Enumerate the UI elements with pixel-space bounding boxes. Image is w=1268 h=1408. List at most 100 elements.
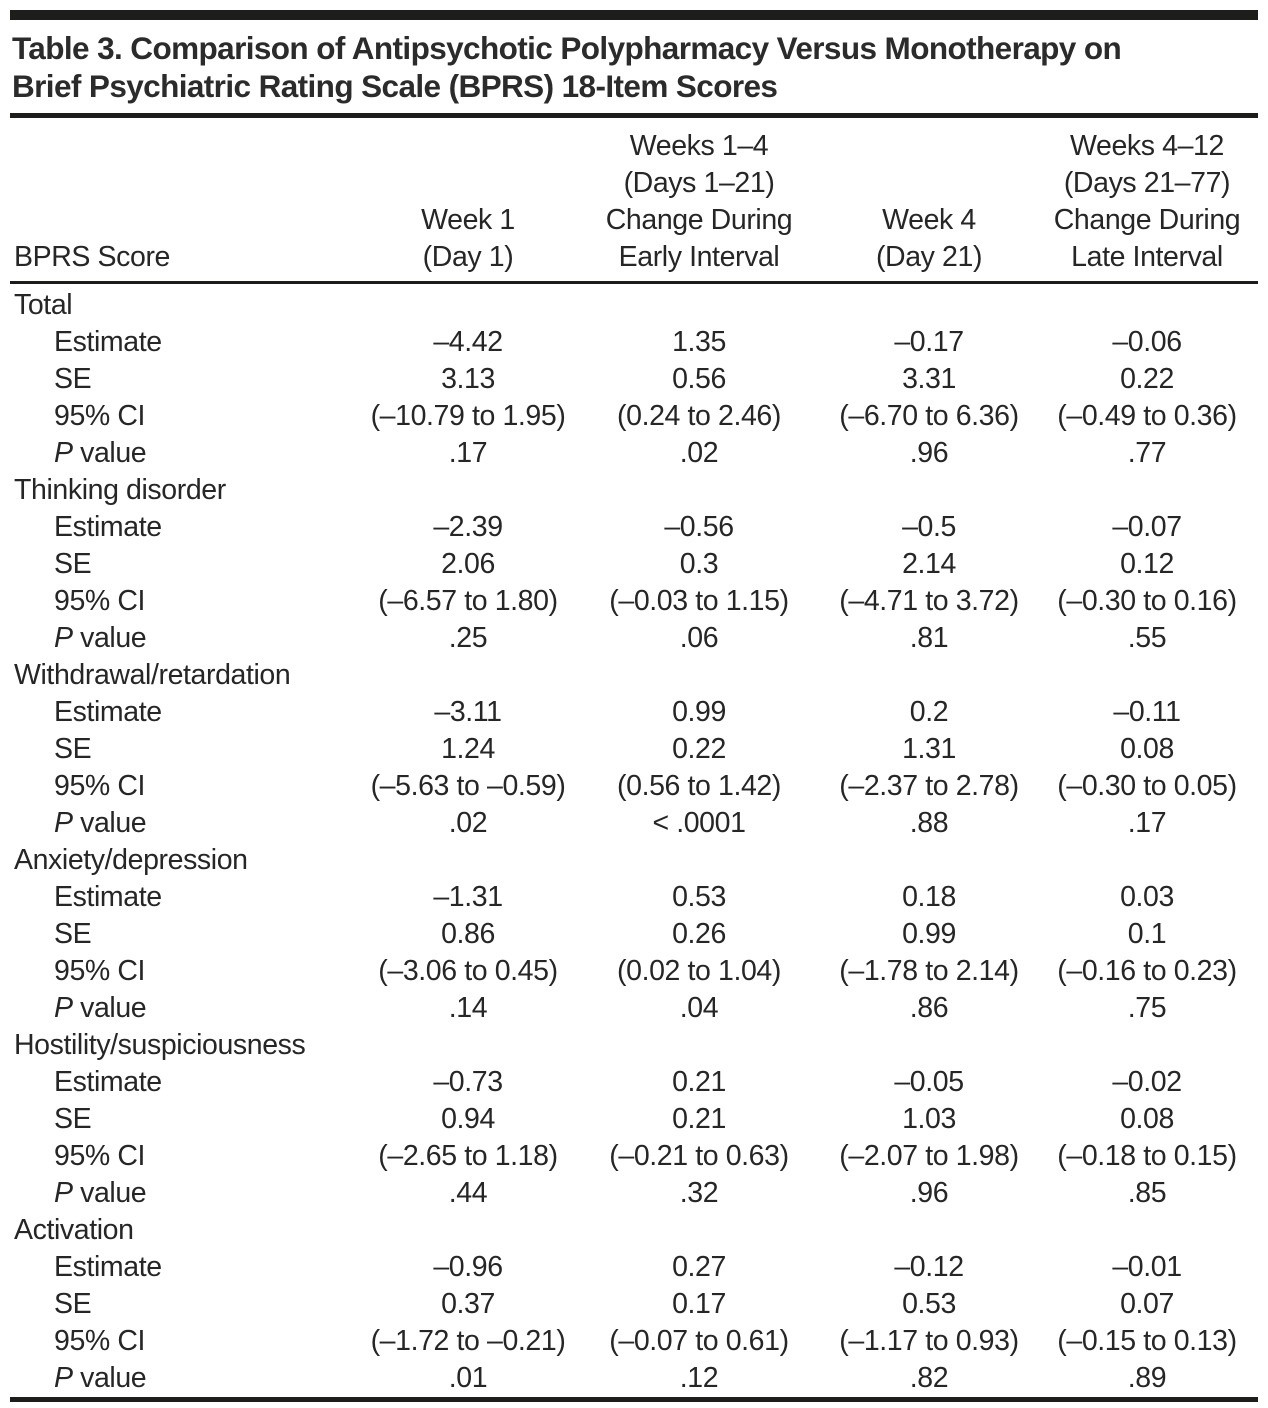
table-cell: .81	[909, 622, 949, 654]
table-row: P value .44 .32 .96 .85	[10, 1175, 1258, 1212]
header-line: (Day 21)	[875, 241, 983, 273]
section-label: Withdrawal/retardation	[14, 659, 291, 691]
table-cell: (0.56 to 1.42)	[617, 770, 781, 802]
table-row: 95% CI (–5.63 to –0.59) (0.56 to 1.42) (–2.…	[10, 768, 1258, 805]
table-cell: 0.94	[441, 1103, 495, 1135]
table-cell: –0.11	[1113, 696, 1181, 728]
row-label: Estimate	[54, 511, 162, 543]
row-label: P value	[54, 807, 147, 839]
table-cell: (–0.18 to 0.15)	[1057, 1140, 1237, 1172]
row-label: Estimate	[54, 1251, 162, 1283]
table-cell: .96	[909, 437, 949, 469]
table-cell: (–2.37 to 2.78)	[839, 770, 1019, 802]
section-label: Activation	[14, 1214, 134, 1246]
table-cell: 2.14	[902, 548, 956, 580]
table-row: P value .02 < .0001 .88 .17	[10, 805, 1258, 842]
section-row: Hostility/suspiciousness	[10, 1027, 1258, 1064]
row-label: P value	[54, 622, 147, 654]
table-cell: –1.31	[433, 881, 503, 913]
section-label: Hostility/suspiciousness	[14, 1029, 306, 1061]
table-cell: 1.24	[441, 733, 495, 765]
section-row: Anxiety/depression	[10, 842, 1258, 879]
table-cell: 0.1	[1127, 918, 1167, 950]
italic-label-part: P	[54, 992, 73, 1024]
bprs-table: BPRS Score Week 1 (Day 1) Weeks 1–4 (Day…	[10, 118, 1258, 1397]
table-cell: 0.56	[672, 363, 726, 395]
table-row: Estimate –0.73 0.21 –0.05 –0.02	[10, 1064, 1258, 1101]
table-cell: –0.73	[433, 1066, 503, 1098]
section-row: Total	[10, 283, 1258, 325]
table-row: 95% CI (–3.06 to 0.45) (0.02 to 1.04) (–1.7…	[10, 953, 1258, 990]
table-cell: .77	[1127, 437, 1167, 469]
table-cell: 0.37	[441, 1288, 495, 1320]
row-label: P value	[54, 437, 147, 469]
table-cell: –0.02	[1112, 1066, 1182, 1098]
table-cell: 0.53	[902, 1288, 956, 1320]
table-cell: .02	[679, 437, 719, 469]
table-cell: 0.99	[672, 696, 726, 728]
section-label: Anxiety/depression	[14, 844, 248, 876]
table-title-line-1: Table 3. Comparison of Antipsychotic Pol…	[12, 30, 1122, 66]
row-label: SE	[54, 363, 92, 395]
table-title-line-2: Brief Psychiatric Rating Scale (BPRS) 18…	[12, 68, 778, 104]
table-cell: 0.08	[1120, 1103, 1174, 1135]
table-cell: .01	[448, 1362, 488, 1394]
table-cell: .14	[448, 992, 488, 1024]
header-line: Week 4	[882, 204, 976, 236]
table-cell: 0.22	[1120, 363, 1174, 395]
row-label: P value	[54, 1362, 147, 1394]
table-row: P value .25 .06 .81 .55	[10, 620, 1258, 657]
section-label: Total	[14, 289, 73, 321]
table-cell: .17	[448, 437, 488, 469]
row-label: Estimate	[54, 696, 162, 728]
table-cell: 3.13	[441, 363, 495, 395]
header-line: Weeks 4–12	[1070, 130, 1224, 162]
title-rule	[10, 113, 1258, 118]
header-row: BPRS Score Week 1 (Day 1) Weeks 1–4 (Day…	[10, 118, 1258, 284]
table-row: 95% CI (–2.65 to 1.18) (–0.21 to 0.63) (–2.…	[10, 1138, 1258, 1175]
italic-label-part: P	[54, 622, 73, 654]
table-cell: (–0.15 to 0.13)	[1057, 1325, 1237, 1357]
header-line: Change During	[605, 204, 793, 236]
table-cell: (–6.57 to 1.80)	[378, 585, 558, 617]
table-cell: .04	[679, 992, 719, 1024]
table-cell: (–1.72 to –0.21)	[370, 1325, 566, 1357]
table-cell: 0.53	[672, 881, 726, 913]
column-header-weeks-4-12: Weeks 4–12 (Days 21–77) Change During La…	[1036, 118, 1258, 284]
table-cell: 0.3	[679, 548, 719, 580]
table-cell: (–5.63 to –0.59)	[370, 770, 566, 802]
italic-label-part: P	[54, 1177, 73, 1209]
table-header: BPRS Score Week 1 (Day 1) Weeks 1–4 (Day…	[10, 118, 1258, 284]
table-cell: < .0001	[652, 807, 746, 839]
table-cell: 3.31	[902, 363, 956, 395]
row-label: SE	[54, 1103, 92, 1135]
table-row: 95% CI (–6.57 to 1.80) (–0.03 to 1.15) (–4.…	[10, 583, 1258, 620]
table-row: P value .17 .02 .96 .77	[10, 435, 1258, 472]
header-line: Change During	[1053, 204, 1241, 236]
table-cell: 0.03	[1120, 881, 1174, 913]
bottom-rule-bar	[10, 1397, 1258, 1402]
table-cell: (–6.70 to 6.36)	[839, 400, 1019, 432]
table-cell: .85	[1127, 1177, 1167, 1209]
table-cell: –3.11	[434, 696, 502, 728]
header-line: (Days 21–77)	[1063, 167, 1231, 199]
table-cell: 0.17	[672, 1288, 726, 1320]
table-cell: .86	[909, 992, 949, 1024]
table-cell: 0.86	[441, 918, 495, 950]
table-cell: –0.06	[1112, 326, 1182, 358]
header-line: (Days 1–21)	[623, 167, 775, 199]
italic-label-part: P	[54, 807, 73, 839]
row-label: SE	[54, 918, 92, 950]
table-cell: 0.21	[672, 1066, 726, 1098]
header-line: Week 1	[421, 204, 515, 236]
table-cell: (–4.71 to 3.72)	[839, 585, 1019, 617]
table-cell: (–3.06 to 0.45)	[378, 955, 558, 987]
table-cell: (0.24 to 2.46)	[617, 400, 781, 432]
column-header-week-4: Week 4 (Day 21)	[822, 118, 1036, 284]
table-cell: 0.2	[909, 696, 949, 728]
row-label: 95% CI	[54, 1325, 146, 1357]
table-cell: .32	[679, 1177, 719, 1209]
header-line: BPRS Score	[14, 241, 170, 273]
header-line: (Day 1)	[422, 241, 514, 273]
